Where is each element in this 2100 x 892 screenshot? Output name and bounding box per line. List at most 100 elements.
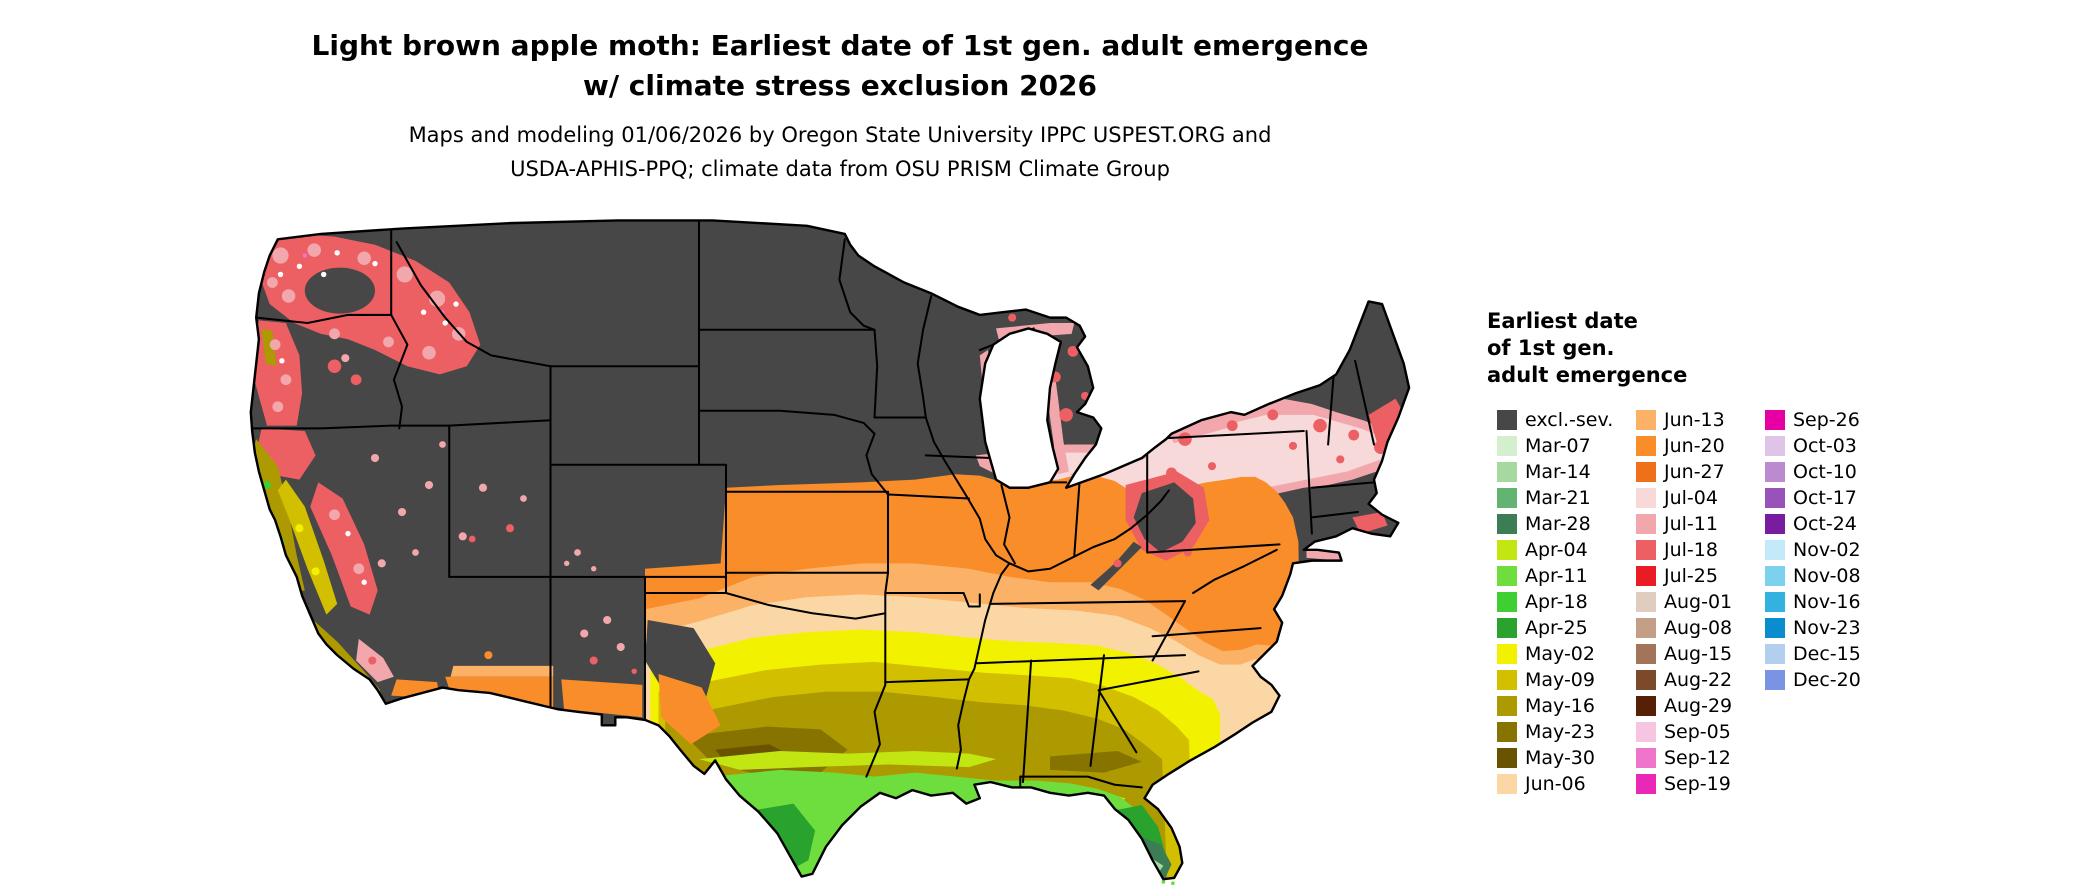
legend-swatch	[1497, 514, 1517, 534]
legend-item: Nov-08	[1765, 565, 1861, 587]
legend-swatch	[1765, 514, 1785, 534]
legend-swatch	[1497, 436, 1517, 456]
legend-item: Oct-10	[1765, 461, 1861, 483]
legend-item: Jul-25	[1636, 565, 1732, 587]
legend-item: Nov-23	[1765, 617, 1861, 639]
legend-item: Dec-20	[1765, 669, 1861, 691]
legend-label: Dec-15	[1793, 643, 1861, 665]
legend-swatch	[1636, 748, 1656, 768]
legend-item: Nov-16	[1765, 591, 1861, 613]
legend-swatch	[1765, 462, 1785, 482]
legend-item: Jul-04	[1636, 487, 1732, 509]
legend-label: Mar-07	[1525, 435, 1591, 457]
legend-label: Nov-16	[1793, 591, 1861, 613]
legend-label: Aug-08	[1664, 617, 1733, 639]
legend-label: Mar-28	[1525, 513, 1591, 535]
legend-column-3: Sep-26 Oct-03 Oct-10 Oct-17 Oct-24 Nov-02 Nov-…	[1765, 409, 1861, 696]
legend-label: Jun-13	[1664, 409, 1725, 431]
legend-label: Aug-22	[1664, 669, 1733, 691]
legend-item: Dec-15	[1765, 643, 1861, 665]
legend-label: Jul-11	[1664, 513, 1718, 535]
legend-label: excl.-sev.	[1525, 409, 1614, 431]
legend-swatch	[1765, 436, 1785, 456]
legend-item: Aug-29	[1636, 695, 1732, 717]
legend-swatch	[1765, 488, 1785, 508]
legend-label: Sep-12	[1664, 747, 1731, 769]
legend-label: Jul-25	[1664, 565, 1718, 587]
legend-label: Nov-23	[1793, 617, 1861, 639]
legend-title-line1: Earliest date	[1487, 309, 1638, 333]
legend-title: Earliest date of 1st gen. adult emergenc…	[1487, 308, 1687, 389]
legend-swatch	[1497, 748, 1517, 768]
legend-item: May-30	[1497, 747, 1613, 769]
map-title: Light brown apple moth: Earliest date of…	[0, 26, 1680, 106]
legend-label: May-23	[1525, 721, 1595, 743]
legend-swatch	[1636, 436, 1656, 456]
legend-column-2: Jun-13 Jun-20 Jun-27 Jul-04 Jul-11 Jul-18 Jul-…	[1636, 409, 1733, 800]
legend-swatch	[1765, 670, 1785, 690]
legend-label: Mar-21	[1525, 487, 1591, 509]
legend-title-line3: adult emergence	[1487, 363, 1688, 387]
legend-item: Mar-21	[1497, 487, 1613, 509]
legend-swatch	[1497, 488, 1517, 508]
legend-label: May-09	[1525, 669, 1595, 691]
legend-swatch	[1636, 644, 1656, 664]
legend-item: Mar-28	[1497, 513, 1613, 535]
map-subtitle-line2: USDA-APHIS-PPQ; climate data from OSU PR…	[510, 157, 1170, 181]
legend-label: Apr-11	[1525, 565, 1588, 587]
map-region-fills	[250, 220, 1410, 880]
legend-label: Jun-06	[1525, 773, 1586, 795]
legend-label: May-02	[1525, 643, 1595, 665]
legend-label: Nov-02	[1793, 539, 1861, 561]
legend-title-line2: of 1st gen.	[1487, 336, 1615, 360]
legend-item: Aug-22	[1636, 669, 1733, 691]
legend-item: Sep-05	[1636, 721, 1732, 743]
legend-swatch	[1636, 722, 1656, 742]
legend-swatch	[1636, 592, 1656, 612]
legend-item: May-09	[1497, 669, 1613, 691]
legend-item: May-23	[1497, 721, 1613, 743]
legend-item: Oct-24	[1765, 513, 1861, 535]
legend-item: Jul-18	[1636, 539, 1732, 561]
legend-item: Nov-02	[1765, 539, 1861, 561]
legend-item: May-02	[1497, 643, 1613, 665]
legend-item: Sep-26	[1765, 409, 1861, 431]
legend-item: Apr-18	[1497, 591, 1613, 613]
legend-item: Jun-13	[1636, 409, 1732, 431]
legend-swatch	[1497, 410, 1517, 430]
legend-item: Aug-08	[1636, 617, 1733, 639]
legend-item: Jun-06	[1497, 773, 1613, 795]
map-title-line2: w/ climate stress exclusion 2026	[582, 69, 1098, 102]
legend-swatch	[1497, 774, 1517, 794]
legend-label: Nov-08	[1793, 565, 1861, 587]
legend-swatch	[1636, 618, 1656, 638]
legend-swatch	[1636, 462, 1656, 482]
legend-label: Sep-26	[1793, 409, 1860, 431]
us-map-container	[240, 215, 1455, 886]
legend-item: Sep-19	[1636, 773, 1732, 795]
legend-swatch	[1636, 566, 1656, 586]
legend-item: Apr-04	[1497, 539, 1613, 561]
legend-swatch	[1765, 410, 1785, 430]
legend-swatch	[1497, 644, 1517, 664]
legend-label: Aug-15	[1664, 643, 1733, 665]
legend-label: Oct-24	[1793, 513, 1857, 535]
legend-label: Jun-27	[1664, 461, 1725, 483]
legend-label: Aug-01	[1664, 591, 1733, 613]
legend-label: Apr-04	[1525, 539, 1588, 561]
legend-label: Mar-14	[1525, 461, 1591, 483]
legend-swatch	[1636, 410, 1656, 430]
legend-swatch	[1765, 566, 1785, 586]
legend-item: Aug-01	[1636, 591, 1733, 613]
legend-item: Mar-14	[1497, 461, 1613, 483]
legend-item: Apr-25	[1497, 617, 1613, 639]
florida-keys	[1161, 880, 1175, 886]
legend-swatch	[1497, 670, 1517, 690]
legend-swatch	[1636, 670, 1656, 690]
legend-item: Sep-12	[1636, 747, 1732, 769]
legend-item: May-16	[1497, 695, 1613, 717]
legend-item: Oct-17	[1765, 487, 1861, 509]
legend-swatch	[1497, 462, 1517, 482]
map-title-line1: Light brown apple moth: Earliest date of…	[311, 29, 1369, 62]
legend-swatch	[1636, 696, 1656, 716]
